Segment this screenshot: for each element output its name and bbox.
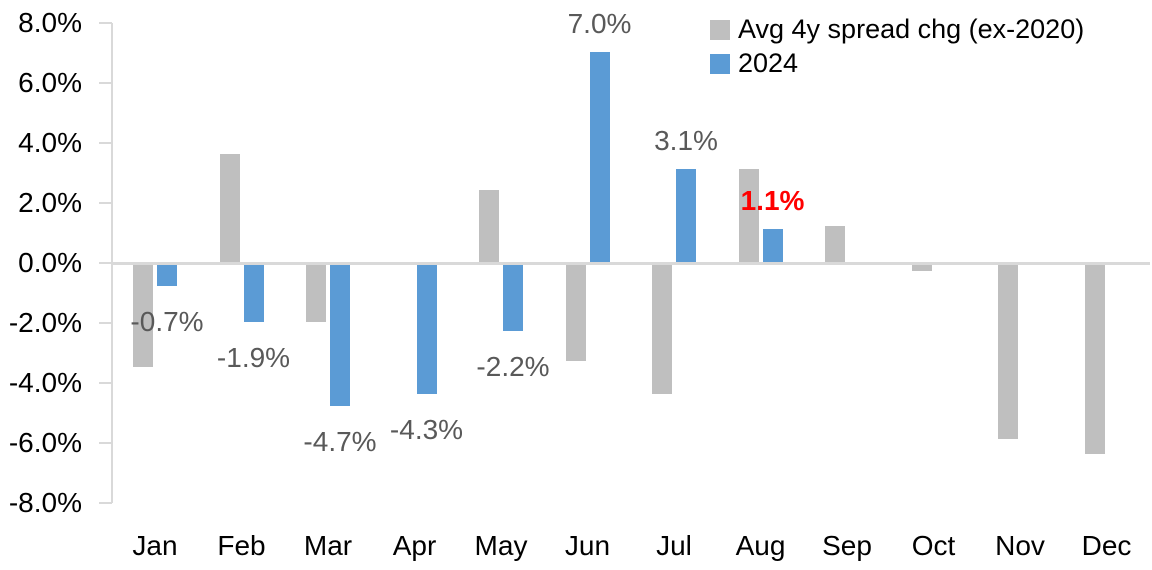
y-tick-label-4.0%: 4.0% [18,127,82,158]
bar-avg-sep [825,225,845,262]
y-tick-mark [99,262,112,264]
data-label-mar: -4.7% [303,425,377,457]
x-label-jul: Jul [656,530,692,561]
bar-2024-aug [762,228,783,262]
bar-2024-apr [416,264,437,394]
x-label-may: May [474,530,528,561]
bar-avg-jan [133,264,153,367]
bar-avg-jul [652,264,672,394]
x-label-jan: Jan [132,530,178,561]
legend-swatch-gray [710,19,730,40]
x-label-feb: Feb [217,530,266,561]
x-label-sep: Sep [822,530,872,561]
legend-label-avg-4y-spread: Avg 4y spread chg (ex-2020) [738,14,1085,44]
y-tick-label--4.0%: -4.0% [8,367,82,398]
y-tick-label-2.0%: 2.0% [18,187,82,218]
data-label-aug: 1.1% [740,184,805,216]
legend-label-2024: 2024 [738,48,799,78]
bar-2024-jul [676,168,696,262]
data-label-jul: 3.1% [654,124,718,156]
bar-2024-mar [330,264,350,406]
x-label-aug: Aug [735,530,786,561]
y-tick-label--6.0%: -6.0% [8,427,82,458]
y-tick-label-6.0%: 6.0% [18,67,82,98]
data-label-apr: -4.3% [389,413,464,445]
y-tick-mark [99,142,112,144]
bar-avg-oct [911,264,932,271]
data-label-feb: -1.9% [216,341,291,373]
x-label-mar: Mar [303,530,353,561]
bar-avg-aug [738,168,759,262]
bar-2024-may [503,264,523,331]
y-tick-mark [99,382,112,384]
bar-2024-jun [589,51,610,262]
x-label-apr: Apr [392,530,437,561]
data-label-may: -2.2% [476,350,550,382]
y-tick-mark [99,442,112,444]
y-tick-label-0.0%: 0.0% [18,247,82,278]
x-label-dec: Dec [1081,530,1132,561]
bar-avg-may [479,189,499,262]
y-tick-mark [99,202,112,204]
zero-gridline [112,262,1150,265]
bar-avg-nov [998,264,1018,439]
y-tick-mark [99,322,112,324]
legend-item-avg-4y-spread: Avg 4y spread chg (ex-2020) [710,16,1084,43]
bar-2024-jan [157,264,177,286]
bar-avg-mar [306,264,326,322]
chart-legend: Avg 4y spread chg (ex-2020) 2024 [710,16,1084,84]
y-tick-label--2.0%: -2.0% [8,307,82,338]
legend-swatch-blue [710,53,730,74]
bar-avg-feb [219,153,240,262]
x-label-nov: Nov [995,530,1045,561]
bar-avg-jun [565,264,586,361]
legend-item-2024: 2024 [710,50,1084,77]
bar-2024-feb [243,264,264,322]
x-label-jun: Jun [564,530,611,561]
x-label-oct: Oct [911,530,956,561]
y-tick-label-8.0%: 8.0% [18,7,82,38]
y-tick-mark [99,502,112,504]
y-tick-label--8.0%: -8.0% [8,487,82,518]
bar-avg-dec [1084,264,1105,454]
data-label-jan: -0.7% [130,305,204,337]
data-label-jun: 7.0% [567,7,632,39]
y-tick-mark [99,82,112,84]
y-tick-mark [99,22,112,24]
